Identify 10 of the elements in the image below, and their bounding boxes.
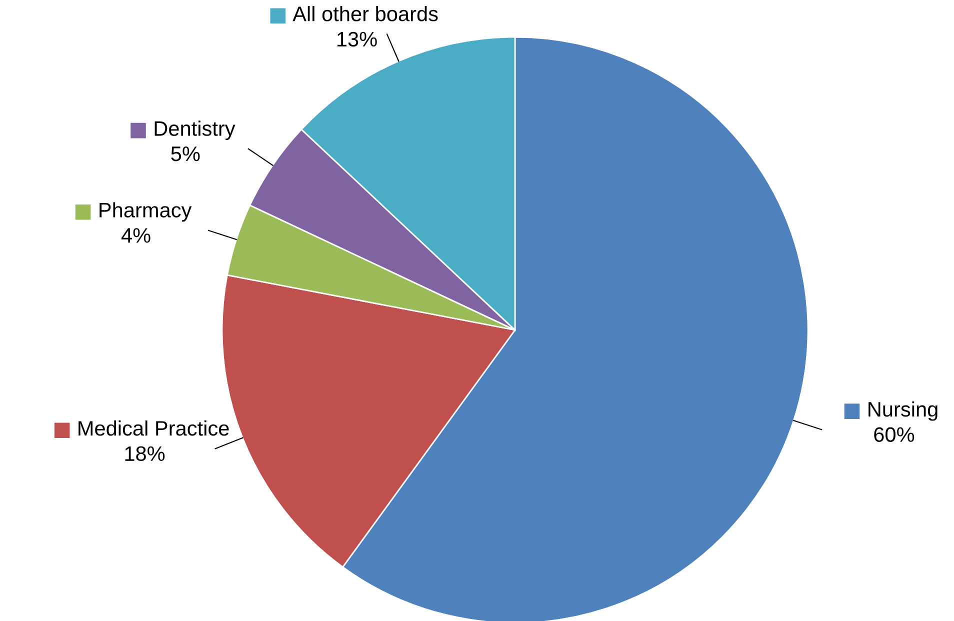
legend-label: Medical Practice — [78, 420, 229, 436]
data-label: 18% — [125, 446, 165, 462]
data-label: 13% — [337, 32, 377, 47]
data-label: 4% — [121, 228, 150, 243]
data-label: 60% — [874, 427, 914, 442]
legend-label: Pharmacy — [100, 202, 192, 222]
legend-label: Dentistry — [154, 120, 236, 140]
legend-label: All other boards — [292, 6, 438, 22]
data-label: 5% — [171, 146, 200, 162]
legend-label: Nursing — [868, 401, 938, 421]
